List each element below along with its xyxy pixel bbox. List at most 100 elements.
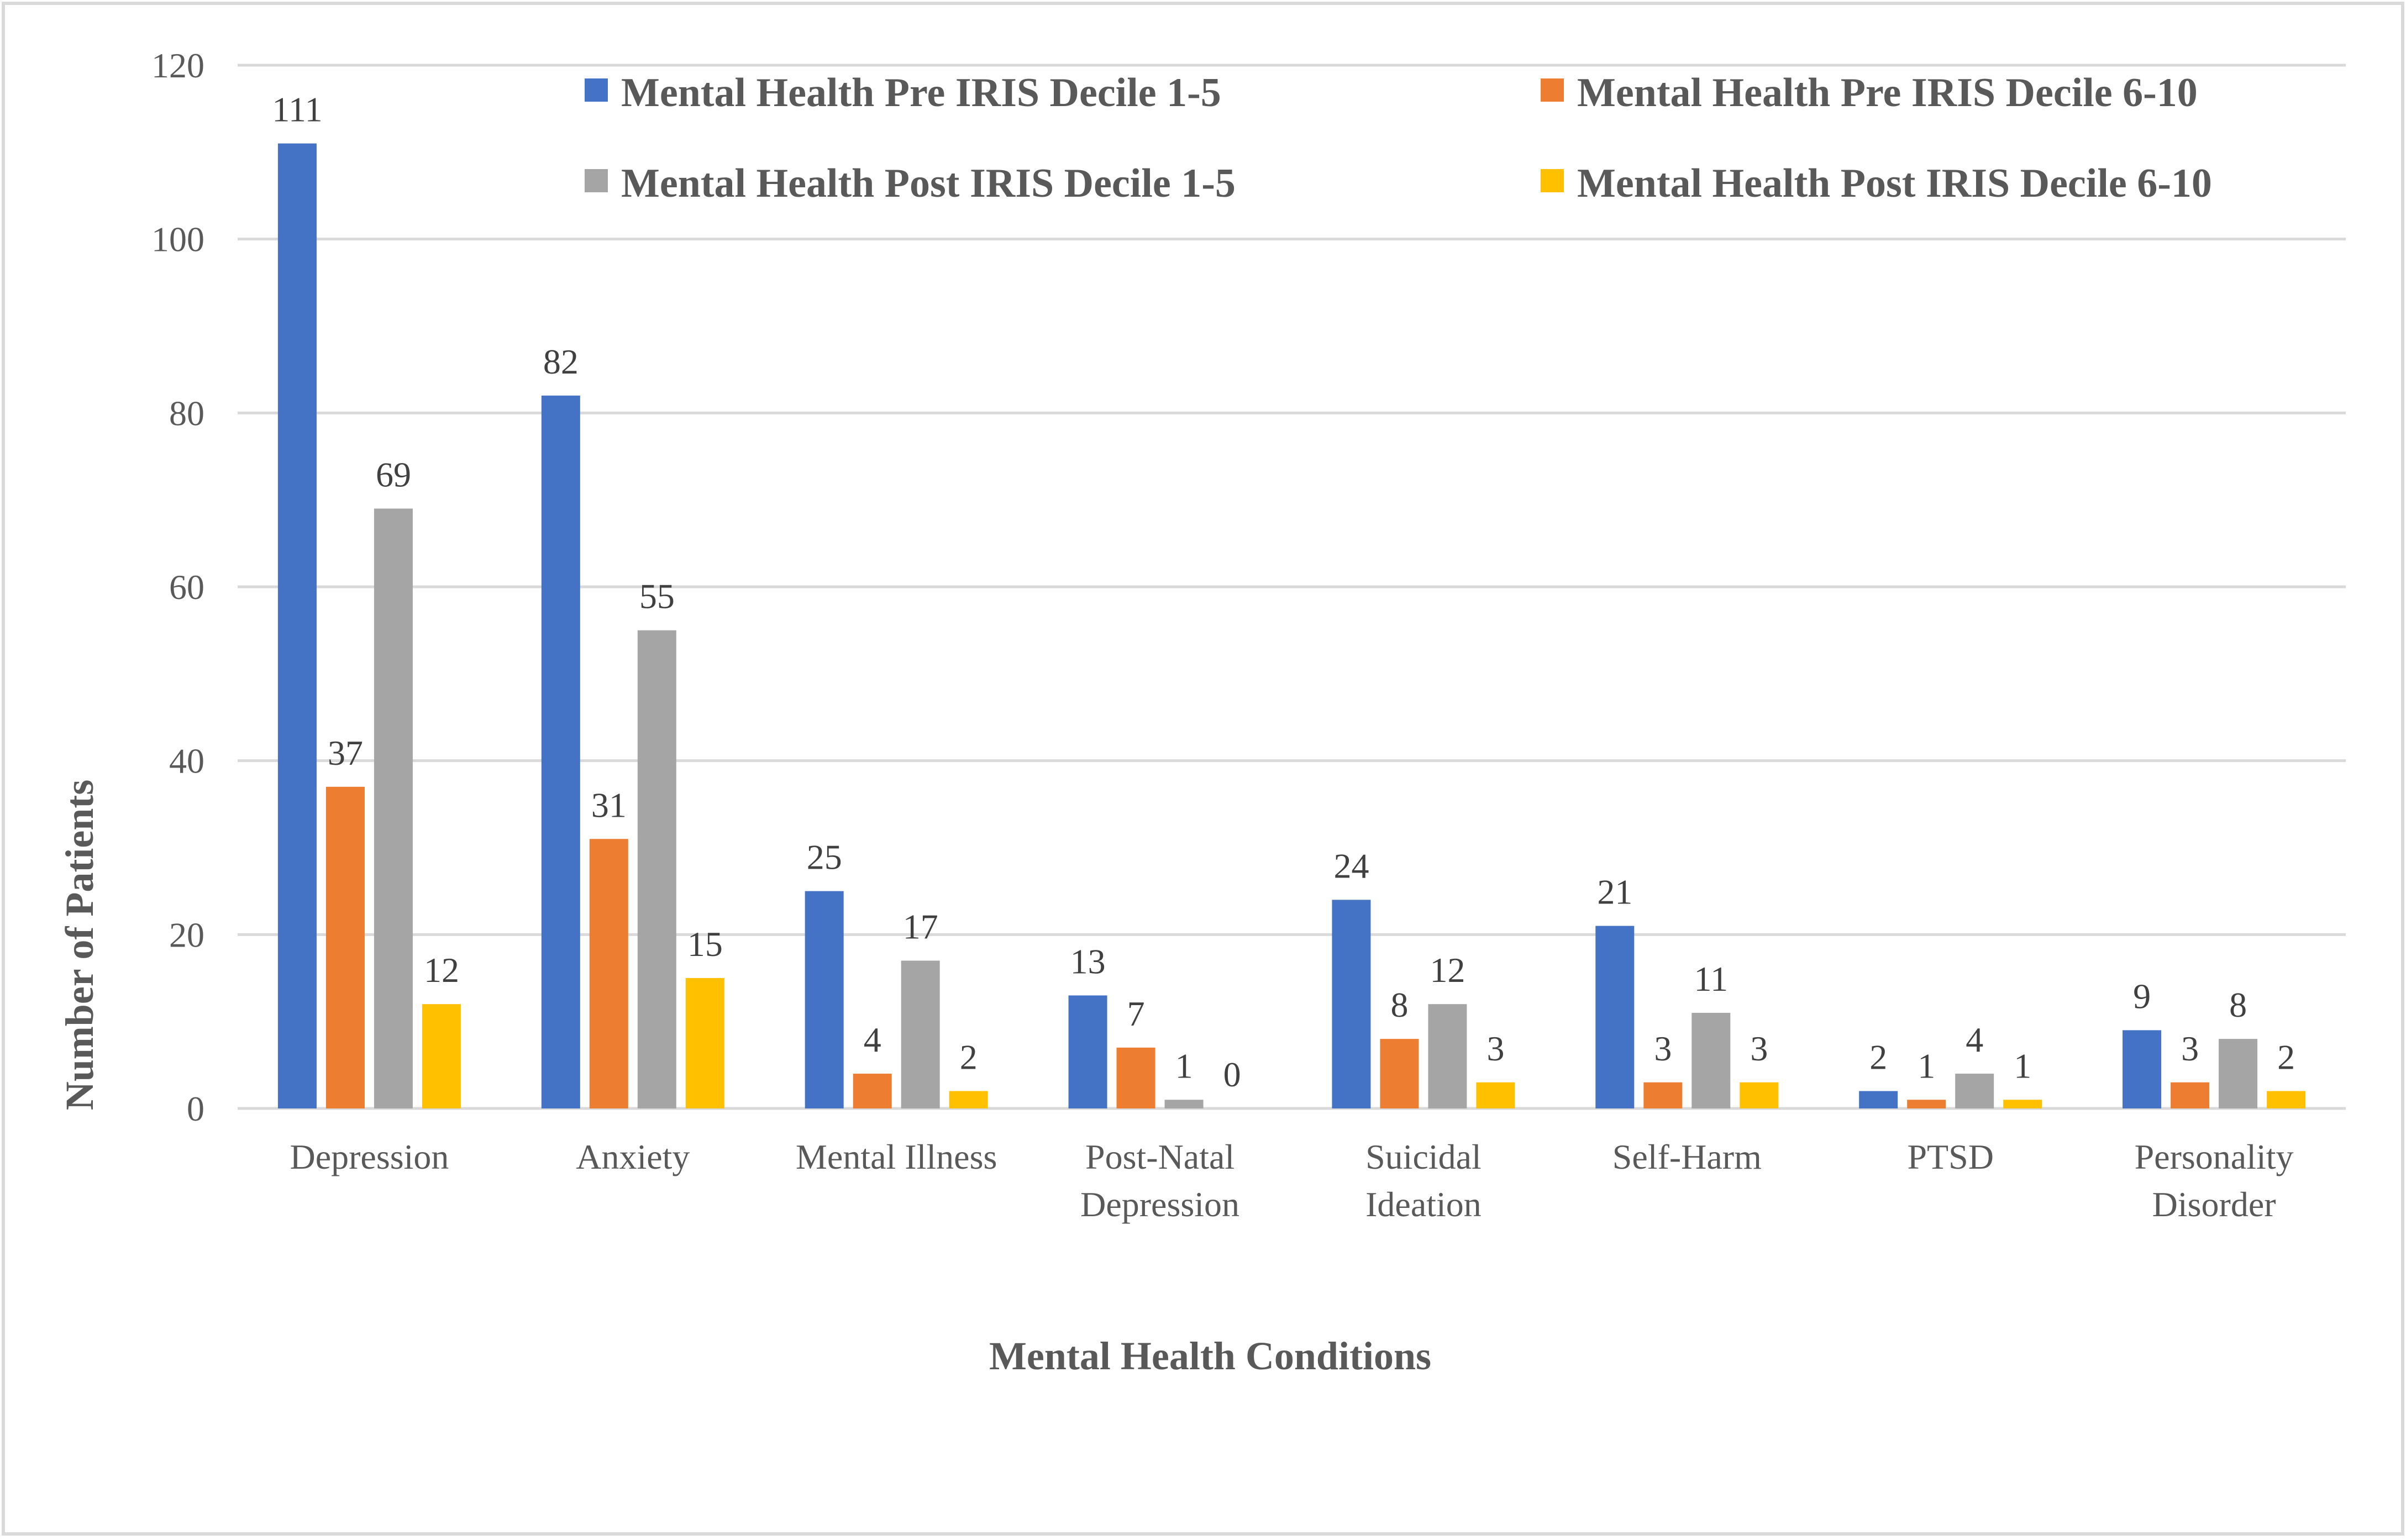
bar xyxy=(685,978,724,1108)
category-label: Anxiety xyxy=(576,1137,690,1176)
data-label: 55 xyxy=(639,577,675,616)
category-label: PTSD xyxy=(1907,1137,1994,1176)
data-label: 1 xyxy=(1918,1046,1935,1085)
data-label: 17 xyxy=(903,907,938,947)
category-label: Suicidal Ideation xyxy=(1365,1137,1482,1224)
data-label: 2 xyxy=(2277,1038,2295,1077)
x-axis-categories: Depression Anxiety Mental Illness Post-Nata… xyxy=(290,1137,2293,1224)
legend-item: Mental Health Post IRIS Decile 6-10 xyxy=(1541,161,2212,206)
data-label: 8 xyxy=(1390,985,1408,1024)
data-label: 12 xyxy=(1430,950,1465,990)
bar xyxy=(2219,1039,2258,1108)
bar xyxy=(1164,1100,1204,1108)
category-label: Personality Disorder xyxy=(2135,1137,2294,1224)
x-axis-title: Mental Health Conditions xyxy=(989,1334,1431,1378)
bar xyxy=(1116,1047,1155,1108)
bar xyxy=(1955,1074,1994,1108)
category-label: Depression xyxy=(290,1137,449,1176)
data-label: 4 xyxy=(864,1020,881,1059)
data-label: 2 xyxy=(960,1038,978,1077)
y-tick-label: 120 xyxy=(151,46,204,85)
data-label: 8 xyxy=(2229,985,2247,1024)
y-tick-label: 40 xyxy=(169,742,204,781)
bar xyxy=(422,1004,461,1108)
y-tick-label: 80 xyxy=(169,393,204,433)
bar xyxy=(901,960,940,1108)
bar xyxy=(1691,1012,1731,1108)
bar xyxy=(1740,1082,1779,1108)
bar xyxy=(805,891,844,1108)
data-label: 31 xyxy=(591,785,627,824)
data-label: 69 xyxy=(376,455,411,494)
category-label: Self-Harm xyxy=(1612,1137,1762,1176)
bar xyxy=(1380,1039,1419,1108)
bar xyxy=(1476,1082,1515,1108)
legend-label: Mental Health Pre IRIS Decile 6-10 xyxy=(1577,70,2198,115)
data-label: 82 xyxy=(543,342,579,381)
bar xyxy=(1643,1082,1683,1108)
bar xyxy=(277,143,317,1109)
bar xyxy=(374,508,413,1108)
bar xyxy=(1428,1004,1467,1108)
bar xyxy=(325,786,365,1108)
data-label: 11 xyxy=(1694,959,1729,998)
legend-label: Mental Health Post IRIS Decile 6-10 xyxy=(1577,161,2212,206)
bar xyxy=(853,1074,892,1108)
data-label: 21 xyxy=(1597,873,1632,912)
legend-swatch xyxy=(1541,78,1564,102)
bar xyxy=(1859,1091,1898,1108)
bar xyxy=(2267,1091,2306,1108)
bar xyxy=(2171,1082,2210,1108)
data-label: 1 xyxy=(2014,1046,2031,1085)
bar xyxy=(1595,926,1635,1108)
legend-item: Mental Health Pre IRIS Decile 1-5 xyxy=(585,70,1221,115)
y-tick-label: 20 xyxy=(169,915,204,954)
data-label: 15 xyxy=(687,924,723,964)
legend-item: Mental Health Post IRIS Decile 1-5 xyxy=(585,161,1236,206)
legend-label: Mental Health Post IRIS Decile 1-5 xyxy=(621,161,1236,206)
bar xyxy=(637,630,676,1108)
bars xyxy=(277,143,2306,1109)
data-label: 3 xyxy=(1654,1029,1672,1068)
data-label: 24 xyxy=(1333,846,1369,885)
data-label: 0 xyxy=(1223,1055,1241,1094)
bar xyxy=(1068,995,1107,1108)
data-label: 1 xyxy=(1175,1046,1193,1085)
data-label: 111 xyxy=(272,90,322,129)
bar xyxy=(541,395,580,1108)
data-label: 37 xyxy=(328,733,363,772)
legend-swatch xyxy=(585,78,608,102)
y-axis-title: Number of Patients xyxy=(57,780,102,1111)
bar xyxy=(949,1091,988,1108)
y-axis-ticks: 0 20 40 60 80 100 120 xyxy=(151,46,204,1128)
data-label: 2 xyxy=(1869,1038,1887,1077)
data-label: 7 xyxy=(1127,994,1145,1033)
legend-swatch xyxy=(585,169,608,192)
data-label: 12 xyxy=(424,950,459,990)
legend: Mental Health Pre IRIS Decile 1-5 Mental … xyxy=(585,70,2212,206)
data-label: 9 xyxy=(2133,976,2151,1016)
bar xyxy=(2003,1100,2042,1108)
category-label: Post-Natal Depression xyxy=(1080,1137,1239,1224)
bar xyxy=(1332,900,1371,1108)
gridlines xyxy=(238,64,2346,1110)
data-label: 3 xyxy=(2181,1029,2199,1068)
data-label: 4 xyxy=(1966,1020,1983,1059)
bar xyxy=(1907,1100,1946,1108)
category-label: Mental Illness xyxy=(796,1137,997,1176)
bar xyxy=(2123,1030,2162,1108)
legend-item: Mental Health Pre IRIS Decile 6-10 xyxy=(1541,70,2198,115)
legend-label: Mental Health Pre IRIS Decile 1-5 xyxy=(621,70,1221,115)
data-label: 25 xyxy=(807,838,842,877)
data-label: 3 xyxy=(1486,1029,1504,1068)
data-label: 3 xyxy=(1750,1029,1768,1068)
data-label: 13 xyxy=(1070,942,1106,981)
y-tick-label: 0 xyxy=(187,1089,204,1128)
y-tick-label: 60 xyxy=(169,567,204,607)
legend-swatch xyxy=(1541,169,1564,192)
y-tick-label: 100 xyxy=(151,220,204,259)
